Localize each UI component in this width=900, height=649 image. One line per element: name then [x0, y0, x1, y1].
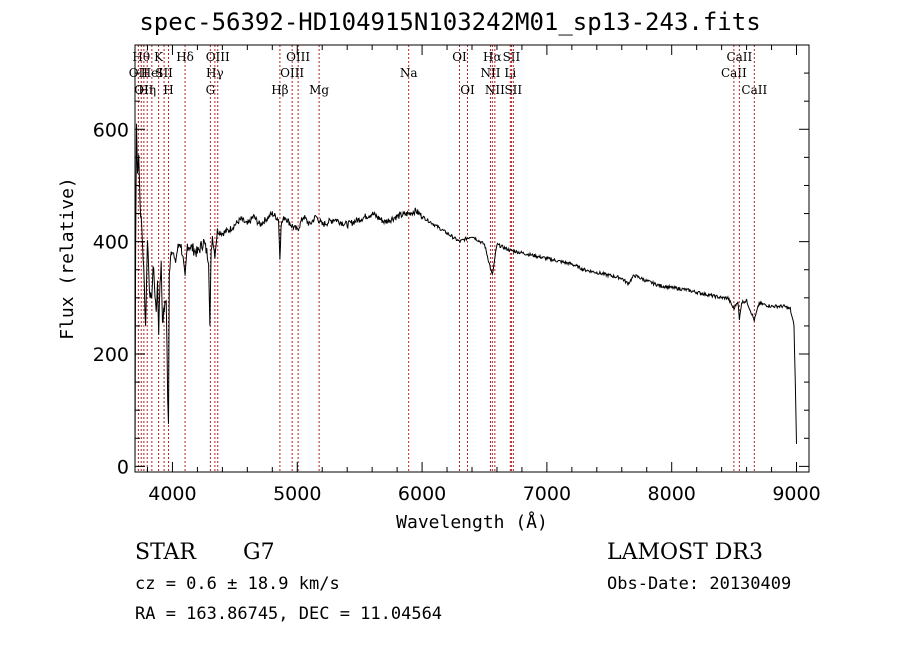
y-tick-label-0: 0	[117, 456, 129, 478]
y-tick-label-200: 200	[93, 344, 129, 366]
x-tick-label-6000: 6000	[398, 483, 446, 505]
line-label-25: CaII	[721, 66, 747, 80]
spectrum-line	[134, 123, 797, 467]
line-label-22: Li	[504, 66, 516, 80]
ra-dec: RA = 163.86745, DEC = 11.04564	[135, 604, 443, 624]
line-label-14: OIII	[286, 50, 310, 64]
line-label-12: Hβ	[271, 83, 288, 97]
survey-label: LAMOST DR3	[607, 540, 763, 565]
line-label-15: Mg	[309, 83, 329, 97]
obs-date: Obs-Date: 20130409	[607, 574, 792, 594]
line-label-13: OIII	[280, 66, 304, 80]
line-label-3: Hη	[138, 83, 156, 97]
line-label-9: G	[206, 83, 216, 97]
line-label-20: Hα	[483, 50, 502, 64]
plot-frame	[134, 44, 810, 473]
line-label-8: Hδ	[176, 50, 194, 64]
chart-title: spec-56392-HD104915N103242M01_sp13-243.f…	[139, 8, 761, 36]
line-label-17: OI	[452, 50, 467, 64]
x-tick-label-8000: 8000	[648, 483, 696, 505]
line-label-10: Hγ	[206, 66, 224, 80]
line-label-16: Na	[400, 66, 418, 80]
x-tick-label-5000: 5000	[273, 483, 321, 505]
y-tick-label-600: 600	[93, 119, 129, 141]
line-label-21: NII	[485, 83, 505, 97]
line-label-6: SII	[155, 66, 173, 80]
line-label-24: SII	[504, 83, 522, 97]
object-subclass: G7	[243, 540, 275, 565]
line-label-7: H	[163, 83, 173, 97]
line-label-2: OII	[134, 83, 154, 97]
line-label-4: HeI	[141, 66, 164, 80]
x-tick-label-4000: 4000	[148, 483, 196, 505]
y-axis-label: Flux (relative)	[57, 177, 78, 340]
line-label-5: K	[154, 50, 164, 64]
line-label-26: CaII	[726, 50, 752, 64]
line-label-1: Hθ	[132, 50, 150, 64]
line-label-19: NII	[480, 66, 500, 80]
line-label-23: SII	[503, 50, 521, 64]
line-label-27: CaII	[741, 83, 767, 97]
line-label-18: OI	[460, 83, 475, 97]
object-class: STAR	[135, 540, 196, 565]
x-axis-label: Wavelength (Å)	[396, 511, 548, 533]
x-tick-label-7000: 7000	[523, 483, 571, 505]
redshift-cz: cz = 0.6 ± 18.9 km/s	[135, 574, 340, 594]
y-tick-label-400: 400	[93, 232, 129, 254]
x-tick-label-9000: 9000	[772, 483, 820, 505]
line-label-11: OIII	[206, 50, 230, 64]
